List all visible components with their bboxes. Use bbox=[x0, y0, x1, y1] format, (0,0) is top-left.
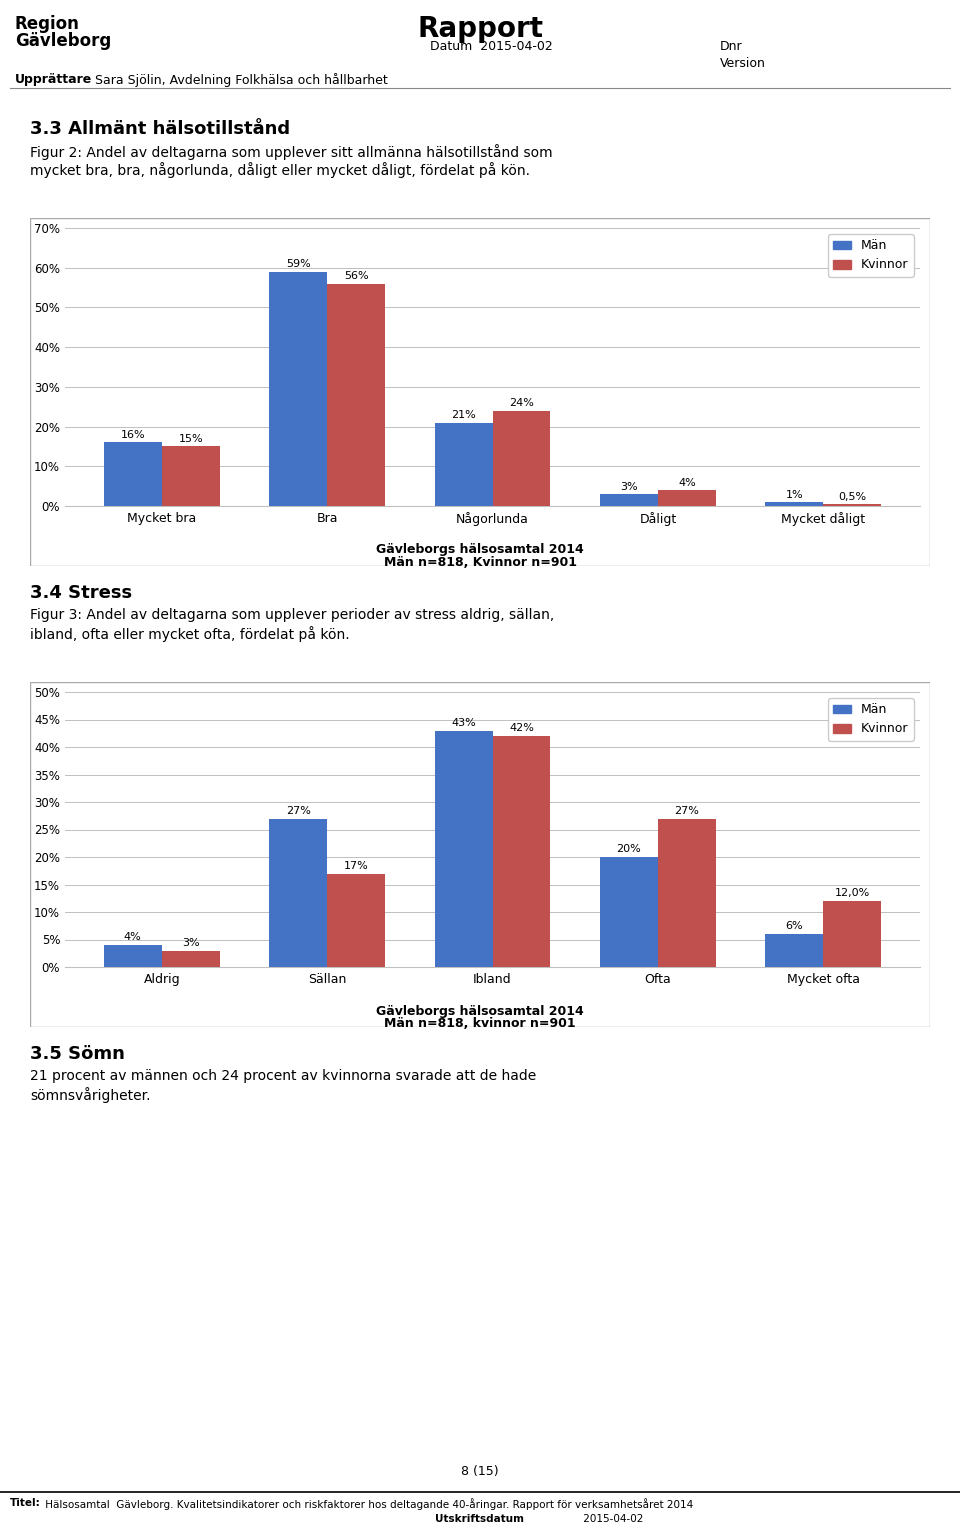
Text: Titel:: Titel: bbox=[10, 1497, 40, 1508]
Text: Rapport: Rapport bbox=[417, 15, 543, 43]
Text: Gävleborg: Gävleborg bbox=[15, 32, 111, 50]
Text: Gävleborgs hälsosamtal 2014: Gävleborgs hälsosamtal 2014 bbox=[376, 1004, 584, 1018]
Text: Figur 3: Andel av deltagarna som upplever perioder av stress aldrig, sällan,: Figur 3: Andel av deltagarna som uppleve… bbox=[30, 608, 554, 622]
Bar bbox=[327, 874, 385, 967]
Bar bbox=[765, 934, 824, 967]
Text: 16%: 16% bbox=[121, 429, 145, 440]
Text: Datum  2015-04-02: Datum 2015-04-02 bbox=[430, 40, 553, 53]
Bar bbox=[600, 494, 658, 506]
Bar bbox=[824, 504, 881, 506]
Bar bbox=[600, 857, 658, 967]
Bar bbox=[658, 490, 716, 506]
Text: 1%: 1% bbox=[785, 489, 804, 500]
Text: Version: Version bbox=[720, 57, 766, 70]
Bar bbox=[161, 446, 220, 506]
Text: Dnr: Dnr bbox=[720, 40, 743, 53]
Text: 17%: 17% bbox=[344, 860, 369, 871]
Text: 3.5 Sömn: 3.5 Sömn bbox=[30, 1045, 125, 1063]
Legend: Män, Kvinnor: Män, Kvinnor bbox=[828, 698, 914, 741]
Text: 3.4 Stress: 3.4 Stress bbox=[30, 584, 132, 602]
Text: 8 (15): 8 (15) bbox=[461, 1465, 499, 1478]
Text: 21%: 21% bbox=[451, 410, 476, 420]
Text: 4%: 4% bbox=[678, 478, 696, 487]
Bar bbox=[161, 950, 220, 967]
Text: Figur 2: Andel av deltagarna som upplever sitt allmänna hälsotillstånd som: Figur 2: Andel av deltagarna som uppleve… bbox=[30, 144, 553, 160]
Bar bbox=[269, 272, 327, 506]
Bar bbox=[104, 944, 161, 967]
Text: 12,0%: 12,0% bbox=[834, 888, 870, 898]
Bar bbox=[492, 736, 550, 967]
Text: 3%: 3% bbox=[181, 938, 200, 947]
Text: 56%: 56% bbox=[344, 270, 369, 281]
Text: Män n=818, kvinnor n=901: Män n=818, kvinnor n=901 bbox=[384, 1018, 576, 1030]
Bar bbox=[492, 411, 550, 506]
Text: 3.3 Allmänt hälsotillstånd: 3.3 Allmänt hälsotillstånd bbox=[30, 121, 290, 138]
Text: Region: Region bbox=[15, 15, 80, 34]
Text: 0,5%: 0,5% bbox=[838, 492, 866, 501]
Text: 21 procent av männen och 24 procent av kvinnorna svarade att de hade: 21 procent av männen och 24 procent av k… bbox=[30, 1070, 537, 1083]
Bar bbox=[435, 423, 492, 506]
Bar bbox=[765, 503, 824, 506]
Bar bbox=[269, 819, 327, 967]
Text: 2015-04-02: 2015-04-02 bbox=[580, 1514, 643, 1523]
Text: 3%: 3% bbox=[620, 481, 637, 492]
Bar bbox=[327, 284, 385, 506]
Text: Gävleborgs hälsosamtal 2014: Gävleborgs hälsosamtal 2014 bbox=[376, 544, 584, 556]
Text: 27%: 27% bbox=[674, 805, 699, 816]
Text: 6%: 6% bbox=[785, 921, 804, 931]
Text: ibland, ofta eller mycket ofta, fördelat på kön.: ibland, ofta eller mycket ofta, fördelat… bbox=[30, 626, 349, 642]
Text: 20%: 20% bbox=[616, 845, 641, 854]
Text: Upprättare: Upprättare bbox=[15, 73, 92, 86]
Bar bbox=[435, 730, 492, 967]
Text: Utskriftsdatum: Utskriftsdatum bbox=[436, 1514, 524, 1523]
Text: Män n=818, Kvinnor n=901: Män n=818, Kvinnor n=901 bbox=[383, 556, 577, 570]
Text: Sara Sjölin, Avdelning Folkhälsa och hållbarhet: Sara Sjölin, Avdelning Folkhälsa och hål… bbox=[95, 73, 388, 87]
Text: 42%: 42% bbox=[509, 723, 534, 733]
Bar bbox=[824, 902, 881, 967]
Text: 24%: 24% bbox=[509, 399, 534, 408]
Text: 27%: 27% bbox=[286, 805, 311, 816]
Text: 4%: 4% bbox=[124, 932, 142, 943]
Text: sömnsvårigheter.: sömnsvårigheter. bbox=[30, 1086, 151, 1103]
Text: 59%: 59% bbox=[286, 260, 310, 269]
Text: Hälsosamtal  Gävleborg. Kvalitetsindikatorer och riskfaktorer hos deltagande 40-: Hälsosamtal Gävleborg. Kvalitetsindikato… bbox=[42, 1497, 693, 1510]
Legend: Män, Kvinnor: Män, Kvinnor bbox=[828, 234, 914, 277]
Text: mycket bra, bra, någorlunda, dåligt eller mycket dåligt, fördelat på kön.: mycket bra, bra, någorlunda, dåligt elle… bbox=[30, 162, 530, 177]
Text: 43%: 43% bbox=[451, 718, 476, 727]
Bar bbox=[104, 443, 161, 506]
Text: 15%: 15% bbox=[179, 434, 203, 445]
Bar bbox=[658, 819, 716, 967]
